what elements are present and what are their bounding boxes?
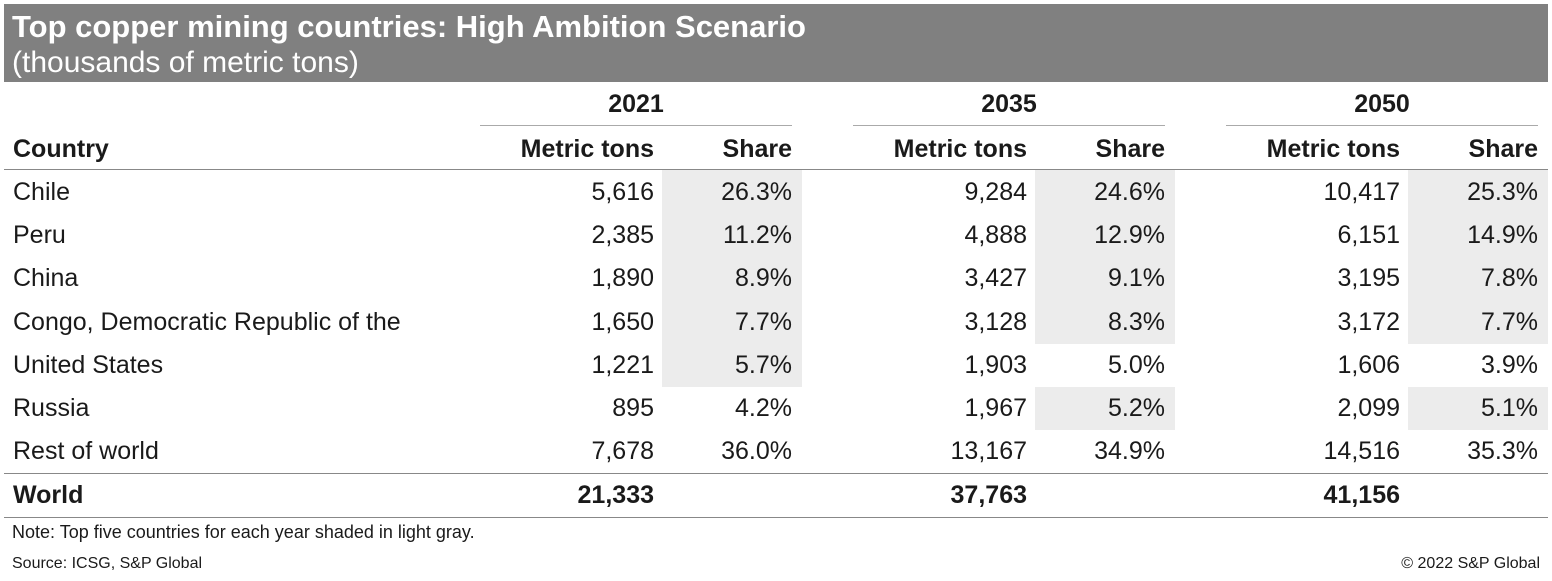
tons-cell: 1,967 — [964, 394, 1027, 423]
country-cell: United States — [13, 350, 164, 379]
tons-cell: 3,172 — [1337, 307, 1400, 336]
total-rule — [4, 473, 1548, 475]
country-cell: Russia — [13, 394, 90, 423]
share-cell: 35.3% — [1467, 437, 1538, 466]
shaded-cell — [662, 299, 802, 344]
shaded-cell — [1408, 213, 1548, 258]
year-rule — [853, 125, 1165, 126]
total-cell: 37,763 — [950, 480, 1027, 509]
tons-cell: 895 — [612, 394, 654, 423]
year-header: 2050 — [1354, 90, 1410, 118]
shaded-cell — [1408, 386, 1548, 431]
share-cell: 4.2% — [735, 394, 792, 423]
share-cell: 8.9% — [735, 264, 792, 293]
share-cell: 5.7% — [735, 350, 792, 379]
share-cell: 11.2% — [722, 220, 792, 249]
country-cell: Peru — [13, 220, 66, 249]
column-header: Metric tons — [1266, 135, 1400, 163]
tons-cell: 6,151 — [1337, 220, 1400, 249]
tons-cell: 1,650 — [591, 307, 654, 336]
share-cell: 3.9% — [1481, 350, 1538, 379]
share-cell: 5.2% — [1108, 394, 1165, 423]
note: Note: Top five countries for each year s… — [12, 522, 475, 542]
share-cell: 12.9% — [1094, 220, 1165, 249]
column-header: Share — [1095, 135, 1165, 163]
shaded-cell — [662, 343, 802, 387]
share-cell: 26.3% — [721, 177, 792, 206]
share-cell: 7.8% — [1481, 264, 1538, 293]
tons-cell: 1,903 — [964, 350, 1027, 379]
title-bar — [4, 4, 1548, 82]
tons-cell: 4,888 — [964, 220, 1027, 249]
country-cell: Chile — [13, 177, 70, 206]
shaded-cell — [1035, 299, 1175, 344]
tons-cell: 1,221 — [591, 350, 654, 379]
column-header: Metric tons — [520, 135, 654, 163]
tons-cell: 10,417 — [1323, 177, 1400, 206]
tons-cell: 2,385 — [591, 220, 654, 249]
subtitle: (thousands of metric tons) — [12, 46, 359, 79]
shaded-cell — [1035, 256, 1175, 301]
bottom-rule — [4, 517, 1548, 519]
source: Source: ICSG, S&P Global — [12, 555, 203, 572]
shaded-cell — [662, 170, 802, 214]
title: Top copper mining countries: High Ambiti… — [12, 9, 806, 44]
header-rule — [4, 169, 1548, 170]
column-header: Share — [722, 135, 792, 163]
share-cell: 9.1% — [1108, 264, 1165, 293]
share-cell: 14.9% — [1467, 220, 1538, 249]
year-rule — [480, 125, 792, 126]
country-cell: Congo, Democratic Republic of the — [13, 307, 401, 336]
share-cell: 7.7% — [735, 307, 792, 336]
total-cell: 21,333 — [577, 480, 654, 509]
shaded-cell — [1035, 213, 1175, 258]
share-cell: 5.0% — [1108, 350, 1165, 379]
country-cell: Rest of world — [13, 437, 159, 466]
shaded-cell — [662, 213, 802, 258]
tons-cell: 3,427 — [964, 264, 1027, 293]
shaded-cell — [662, 256, 802, 301]
shaded-cell — [1408, 256, 1548, 301]
share-cell: 24.6% — [1094, 177, 1165, 206]
shaded-cell — [1035, 386, 1175, 431]
tons-cell: 2,099 — [1337, 394, 1400, 423]
share-cell: 7.7% — [1481, 307, 1538, 336]
tons-cell: 3,128 — [964, 307, 1027, 336]
tons-cell: 3,195 — [1337, 264, 1400, 293]
column-header: Share — [1468, 135, 1538, 163]
total-label: World — [13, 480, 84, 509]
share-cell: 5.1% — [1481, 394, 1538, 423]
tons-cell: 5,616 — [591, 177, 654, 206]
share-cell: 25.3% — [1467, 177, 1538, 206]
share-cell: 8.3% — [1108, 307, 1165, 336]
shaded-cell — [1408, 299, 1548, 344]
year-header: 2035 — [981, 90, 1037, 118]
column-header: Country — [13, 135, 109, 163]
shaded-cell — [1408, 170, 1548, 214]
tons-cell: 13,167 — [950, 437, 1027, 466]
share-cell: 36.0% — [721, 437, 792, 466]
country-cell: China — [13, 264, 79, 293]
year-header: 2021 — [608, 90, 664, 118]
column-header: Metric tons — [893, 135, 1027, 163]
tons-cell: 1,890 — [591, 264, 654, 293]
tons-cell: 7,678 — [591, 437, 654, 466]
tons-cell: 14,516 — [1323, 437, 1400, 466]
total-cell: 41,156 — [1323, 480, 1400, 509]
shaded-cell — [1035, 170, 1175, 214]
copyright: © 2022 S&P Global — [1401, 555, 1540, 572]
share-cell: 34.9% — [1094, 437, 1165, 466]
tons-cell: 1,606 — [1337, 350, 1400, 379]
year-rule — [1226, 125, 1538, 126]
tons-cell: 9,284 — [964, 177, 1027, 206]
